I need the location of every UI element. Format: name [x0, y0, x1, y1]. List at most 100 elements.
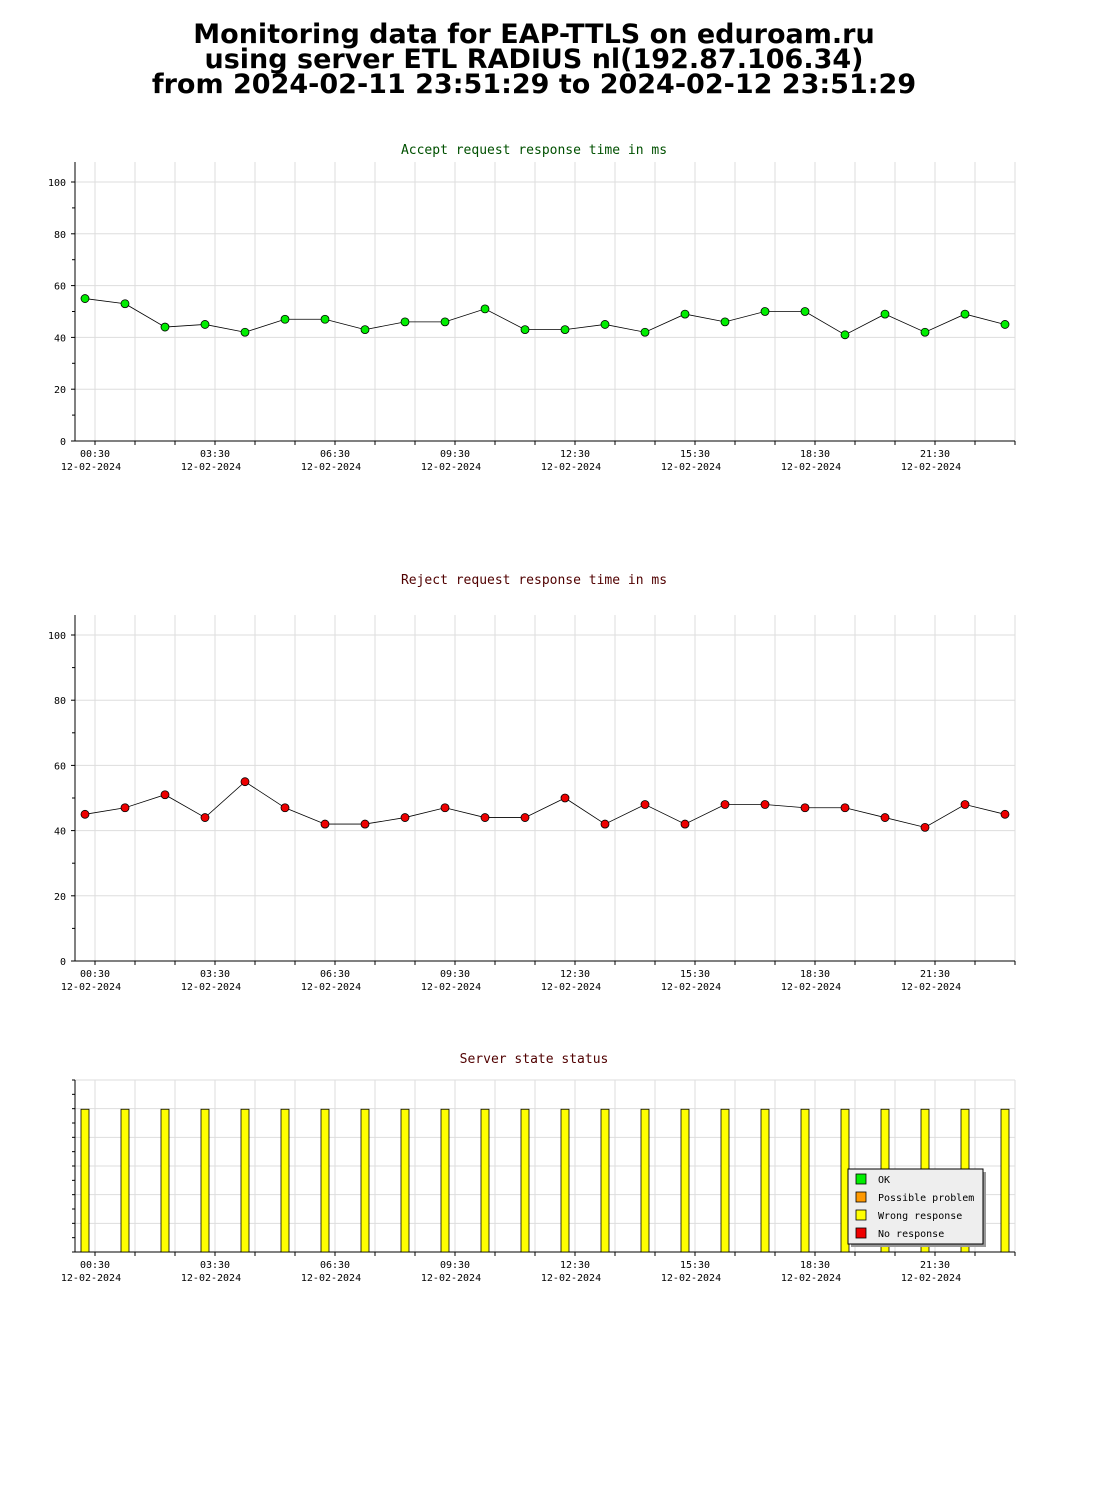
status-bar	[720, 1108, 730, 1253]
x-tick-date: 12-02-2024	[421, 982, 481, 993]
data-point	[240, 777, 250, 787]
y-tick-label: 20	[54, 385, 66, 396]
data-point	[280, 314, 290, 324]
x-tick-date: 12-02-2024	[661, 462, 721, 473]
data-point	[840, 803, 850, 813]
legend-swatch	[855, 1209, 867, 1221]
data-point	[120, 803, 130, 813]
data-point	[120, 299, 130, 309]
data-point	[560, 325, 570, 335]
heading-line-1: Monitoring data for EAP-TTLS on eduroam.…	[193, 19, 875, 50]
x-tick-time: 15:30	[680, 969, 710, 980]
x-tick-date: 12-02-2024	[781, 462, 841, 473]
data-point	[680, 309, 690, 319]
x-tick-time: 09:30	[440, 969, 470, 980]
x-tick-time: 21:30	[920, 969, 950, 980]
data-point	[640, 800, 650, 809]
legend-swatch	[855, 1227, 867, 1239]
data-point	[520, 813, 530, 822]
data-point	[880, 813, 890, 822]
data-point	[440, 317, 450, 327]
heading-line-2: using server ETL RADIUS nl(192.87.106.34…	[204, 44, 864, 75]
x-tick-time: 00:30	[80, 449, 110, 460]
x-tick-date: 12-02-2024	[61, 982, 121, 993]
y-tick-label: 0	[60, 437, 66, 448]
x-tick-date: 12-02-2024	[661, 982, 721, 993]
status-bar	[80, 1108, 90, 1253]
x-tick-date: 12-02-2024	[421, 462, 481, 473]
y-tick-label: 40	[54, 827, 66, 838]
legend-label: OK	[878, 1175, 890, 1186]
y-tick-label: 100	[48, 178, 66, 189]
y-tick-label: 80	[54, 696, 66, 707]
x-tick-time: 15:30	[680, 1260, 710, 1271]
x-tick-date: 12-02-2024	[781, 1273, 841, 1284]
data-point	[1000, 809, 1010, 819]
data-point	[480, 813, 490, 822]
status-bar	[440, 1108, 450, 1253]
data-point	[320, 314, 330, 324]
status-bar	[360, 1108, 370, 1253]
status-bar	[560, 1108, 570, 1253]
x-tick-time: 18:30	[800, 1260, 830, 1271]
data-point	[600, 819, 610, 829]
x-tick-time: 00:30	[80, 1260, 110, 1271]
x-tick-date: 12-02-2024	[181, 462, 241, 473]
status-bar	[280, 1108, 290, 1253]
status-bar	[640, 1108, 650, 1253]
data-point	[920, 327, 930, 337]
data-point	[360, 325, 370, 335]
x-tick-date: 12-02-2024	[661, 1273, 721, 1284]
legend-swatch	[855, 1191, 867, 1203]
x-tick-time: 03:30	[200, 969, 230, 980]
server-status-chart: Server state status 00:30 12-02-2024 03:30…	[61, 1052, 1016, 1284]
data-point	[320, 819, 330, 829]
legend-swatch	[855, 1173, 867, 1185]
y-tick-label: 100	[48, 631, 66, 642]
data-point	[600, 320, 610, 329]
legend-label: Wrong response	[878, 1211, 962, 1222]
data-point	[1000, 320, 1010, 329]
x-tick-date: 12-02-2024	[61, 1273, 121, 1284]
data-point	[400, 317, 410, 327]
data-point	[480, 304, 490, 314]
data-point	[160, 322, 170, 332]
x-tick-date: 12-02-2024	[421, 1273, 481, 1284]
data-point	[960, 800, 970, 809]
heading-line-3: from 2024-02-11 23:51:29 to 2024-02-12 2…	[151, 69, 917, 100]
data-point	[680, 819, 690, 829]
x-tick-time: 09:30	[440, 449, 470, 460]
y-tick-label: 60	[54, 761, 66, 772]
x-tick-time: 21:30	[920, 1260, 950, 1271]
x-tick-date: 12-02-2024	[541, 982, 601, 993]
status-bar	[320, 1108, 330, 1253]
data-point	[760, 307, 770, 316]
x-tick-time: 06:30	[320, 449, 350, 460]
y-tick-label: 60	[54, 282, 66, 293]
data-point	[880, 309, 890, 319]
status-bar	[480, 1108, 490, 1253]
x-tick-time: 03:30	[200, 449, 230, 460]
x-tick-date: 12-02-2024	[781, 982, 841, 993]
x-tick-date: 12-02-2024	[541, 1273, 601, 1284]
x-tick-time: 21:30	[920, 449, 950, 460]
x-tick-date: 12-02-2024	[61, 462, 121, 473]
x-tick-time: 18:30	[800, 449, 830, 460]
chart-title: Server state status	[460, 1052, 609, 1067]
x-tick-date: 12-02-2024	[301, 982, 361, 993]
data-point	[360, 819, 370, 829]
data-point	[160, 790, 170, 800]
page-heading: Monitoring data for EAP-TTLS on eduroam.…	[0, 19, 1068, 100]
data-point	[800, 803, 810, 813]
status-bar	[120, 1108, 130, 1253]
data-point	[720, 317, 730, 327]
y-tick-label: 40	[54, 333, 66, 344]
legend-box	[847, 1168, 984, 1245]
x-tick-time: 18:30	[800, 969, 830, 980]
chart-title: Reject request response time in ms	[401, 573, 667, 588]
data-point	[200, 320, 210, 329]
x-tick-time: 06:30	[320, 1260, 350, 1271]
data-point	[280, 803, 290, 813]
series-line	[84, 781, 1006, 828]
